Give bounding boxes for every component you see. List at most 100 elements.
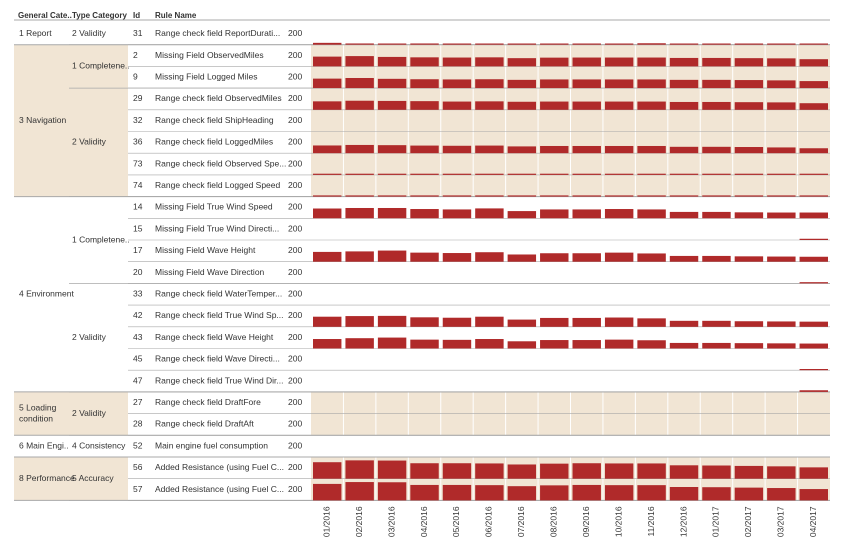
bar-74-03-2017 [767, 195, 796, 197]
row-axis-label: 200 [288, 354, 302, 364]
x-tick-label: 02/2017 [743, 506, 753, 537]
bar-43-03-2016 [377, 337, 407, 349]
bar-14-03-2017 [767, 212, 796, 219]
bar-14-01-2016 [313, 208, 342, 219]
bar-43-02-2016 [345, 338, 374, 349]
bar-45-04-2017 [799, 369, 828, 371]
bar-17-06-2016 [475, 252, 504, 262]
bar-42-07-2016 [507, 319, 537, 327]
rule-id: 2 [133, 50, 138, 60]
bar-2-01-2016 [313, 56, 342, 67]
bar-2-11-2016 [637, 57, 666, 67]
type-band [69, 457, 128, 501]
bar-17-07-2016 [507, 254, 537, 262]
x-tick-label: 08/2016 [549, 506, 559, 537]
x-tick-label: 06/2016 [484, 506, 494, 537]
bar-56-04-2016 [410, 463, 439, 479]
bar-73-05-2016 [442, 173, 472, 175]
bar-29-11-2016 [637, 101, 666, 110]
rule-name: Main engine fuel consumption [155, 440, 268, 450]
bar-74-05-2016 [442, 195, 472, 197]
bar-73-01-2017 [702, 173, 731, 175]
bar-74-01-2017 [702, 195, 731, 197]
bar-36-11-2016 [637, 145, 666, 154]
bar-56-08-2016 [540, 463, 569, 479]
rule-id: 42 [133, 310, 143, 320]
bar-2-02-2016 [345, 56, 374, 67]
bar-29-10-2016 [604, 101, 634, 110]
bar-73-06-2016 [475, 173, 504, 175]
bar-56-03-2017 [767, 466, 796, 479]
bar-9-02-2016 [345, 77, 374, 89]
rule-name: Range check field Wave Directi... [155, 354, 280, 364]
rule-id: 17 [133, 245, 143, 255]
bar-56-02-2017 [734, 465, 764, 479]
bar-14-02-2017 [734, 212, 764, 219]
bar-9-03-2016 [377, 78, 407, 89]
bar-73-04-2016 [410, 173, 439, 175]
bar-43-10-2016 [604, 339, 634, 349]
bar-57-03-2017 [767, 488, 796, 501]
bar-17-04-2016 [410, 252, 439, 262]
bar-2-04-2016 [410, 57, 439, 67]
row-axis-label: 200 [288, 28, 302, 38]
bar-31-01-2016 [313, 42, 342, 45]
rule-id: 15 [133, 223, 143, 233]
bar-56-12-2016 [669, 465, 699, 479]
bar-43-04-2017 [799, 343, 828, 349]
row-axis-label: 200 [288, 223, 302, 233]
bar-36-07-2016 [507, 146, 537, 154]
bar-42-06-2016 [475, 316, 504, 327]
rule-name: Range check field ReportDurati... [155, 28, 280, 38]
row-axis-label: 200 [288, 137, 302, 147]
bar-31-03-2016 [377, 43, 407, 45]
bar-43-11-2016 [637, 340, 666, 349]
bar-31-02-2016 [345, 43, 374, 45]
rule-name: Missing Field Wave Height [155, 245, 256, 255]
bar-14-04-2016 [410, 209, 439, 219]
bar-43-03-2017 [767, 343, 796, 349]
x-tick-label: 07/2016 [516, 506, 526, 537]
bar-56-03-2016 [377, 460, 407, 479]
bar-29-02-2017 [734, 102, 764, 110]
bar-42-03-2017 [767, 321, 796, 327]
rule-id: 32 [133, 115, 143, 125]
rule-id: 28 [133, 419, 143, 429]
bar-17-04-2017 [799, 256, 828, 262]
header-rule-name: Rule Name [155, 11, 197, 20]
bar-31-04-2016 [410, 43, 439, 45]
bar-29-02-2016 [345, 100, 374, 110]
bar-14-05-2016 [442, 209, 472, 219]
bar-36-09-2016 [572, 145, 601, 154]
row-axis-label: 200 [288, 158, 302, 168]
bar-57-03-2016 [377, 482, 407, 501]
bar-9-09-2016 [572, 79, 601, 89]
row-axis-label: 200 [288, 267, 302, 277]
rule-name: Range check field DraftAft [155, 419, 254, 429]
bar-74-03-2016 [377, 195, 407, 197]
bar-20-04-2017 [799, 282, 828, 284]
bar-42-02-2017 [734, 321, 764, 327]
bar-29-03-2017 [767, 102, 796, 110]
bar-9-10-2016 [604, 79, 634, 89]
row-axis-label: 200 [288, 332, 302, 342]
bar-17-08-2016 [540, 253, 569, 262]
rule-name: Missing Field ObservedMiles [155, 50, 264, 60]
bar-36-03-2017 [767, 147, 796, 154]
bar-56-04-2017 [799, 467, 828, 479]
bar-2-06-2016 [475, 57, 504, 67]
bar-43-02-2017 [734, 343, 764, 349]
bar-56-11-2016 [637, 463, 666, 479]
bar-17-11-2016 [637, 253, 666, 262]
x-tick-label: 11/2016 [646, 506, 656, 536]
bar-9-11-2016 [637, 79, 666, 89]
bar-17-10-2016 [604, 252, 634, 262]
bar-73-12-2016 [669, 173, 699, 175]
rule-id: 74 [133, 180, 143, 190]
bar-57-12-2016 [669, 487, 699, 501]
bar-31-03-2017 [767, 43, 796, 45]
bar-43-12-2016 [669, 342, 699, 349]
rule-id: 9 [133, 72, 138, 82]
bar-14-07-2016 [507, 211, 537, 219]
bar-43-01-2016 [313, 339, 342, 349]
